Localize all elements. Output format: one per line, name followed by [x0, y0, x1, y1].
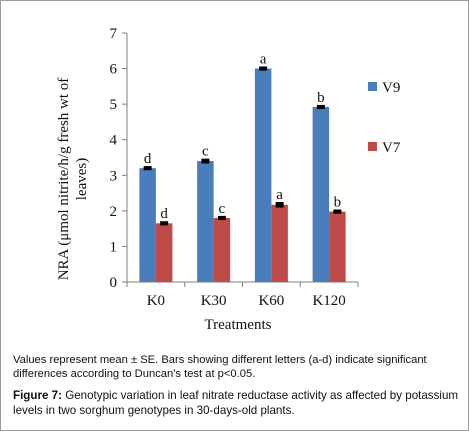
error-bar-cap — [275, 202, 284, 208]
significance-label: d — [144, 151, 152, 167]
significance-label: a — [276, 187, 283, 203]
y-axis-title: NRA (μmol nitrite/h/g fresh wt of leaves) — [56, 78, 90, 281]
caption-note: Values represent mean ± SE. Bars showing… — [13, 354, 427, 380]
figure-caption-text: Genotypic variation in leaf nitrate redu… — [13, 389, 459, 417]
figure-caption: Figure 7: Genotypic variation in leaf ni… — [13, 389, 463, 418]
legend-swatch-v7 — [368, 142, 377, 151]
error-bar-cap — [259, 66, 268, 71]
x-tick-label: K30 — [201, 293, 227, 309]
significance-label: c — [202, 144, 209, 160]
legend-label-v7: V7 — [382, 140, 401, 156]
legend-swatch-v9 — [368, 82, 377, 91]
bar-v9 — [254, 68, 272, 282]
significance-label: a — [260, 52, 267, 68]
error-bar-cap — [201, 158, 210, 164]
y-tick-label: 2 — [110, 204, 118, 220]
error-bar-cap — [316, 104, 325, 110]
bar-v7 — [271, 204, 288, 282]
x-tick-label: K0 — [147, 293, 165, 309]
plot-area: 0 1 2 3 4 5 6 7 K0 d d K30 c c K60 a a K120 b b V9 V7 — [110, 26, 401, 309]
bar-v7 — [329, 211, 346, 282]
bar-v9 — [139, 168, 156, 282]
x-tick-label: K120 — [312, 293, 345, 309]
bar-chart: 0 1 2 3 4 5 6 7 K0 d d K30 c c K60 a a K120 b b V9 V7 NRA (μm… — [56, 26, 401, 333]
y-tick-label: 7 — [110, 26, 118, 42]
bar-v9 — [197, 161, 214, 282]
significance-label: b — [334, 195, 342, 211]
x-axis-title: Treatments — [205, 317, 272, 333]
error-bar-cap — [333, 209, 342, 214]
y-tick-label: 5 — [110, 97, 118, 113]
y-tick-label: 3 — [110, 168, 118, 184]
y-tick-label: 1 — [110, 239, 118, 255]
error-bar-cap — [217, 215, 226, 221]
bar-v7 — [155, 223, 173, 282]
y-tick-label: 4 — [110, 133, 118, 149]
significance-label: b — [317, 90, 325, 106]
significance-label: c — [219, 201, 226, 217]
y-tick-label: 6 — [110, 62, 118, 78]
error-bar-cap — [143, 166, 152, 171]
bar-v9 — [312, 106, 330, 282]
y-tick-label: 0 — [110, 275, 118, 291]
significance-label: d — [160, 206, 168, 222]
error-bar-cap — [160, 221, 169, 226]
legend-label-v9: V9 — [382, 80, 400, 96]
figure-label: Figure 7: — [13, 389, 62, 402]
x-tick-label: K60 — [258, 293, 284, 309]
bar-v7 — [213, 217, 231, 282]
